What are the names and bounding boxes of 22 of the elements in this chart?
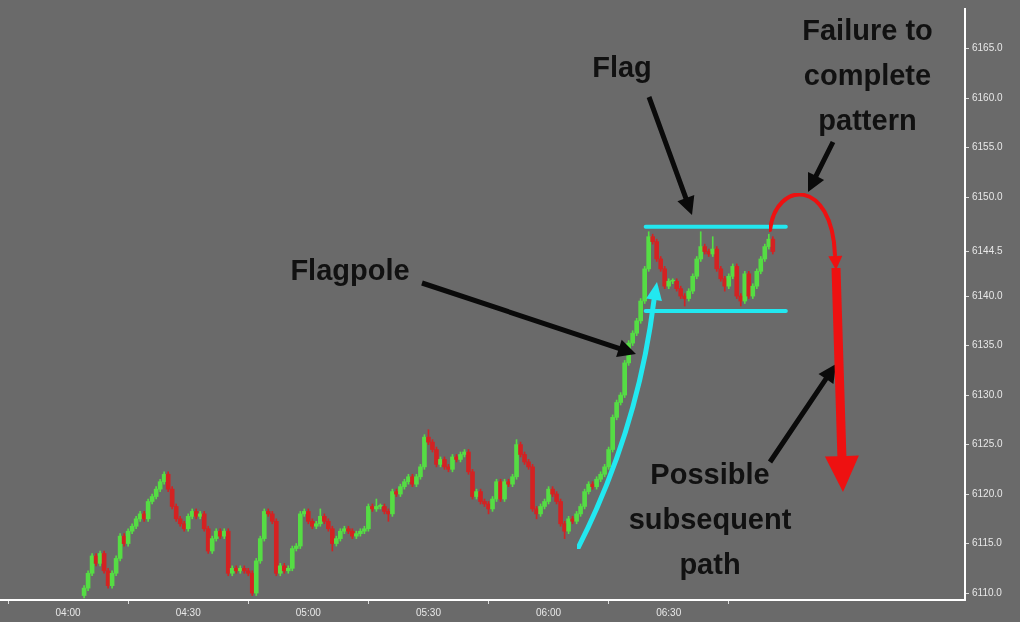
- y-tick-label: 6155.0: [972, 141, 1004, 153]
- x-tick-label: 05:00: [295, 606, 322, 618]
- y-tick-label: 6144.5: [972, 245, 1004, 257]
- x-tick-label: 04:00: [55, 606, 82, 618]
- y-tick-label: 6135.0: [972, 339, 1004, 351]
- y-tick-label: 6160.0: [972, 91, 1004, 103]
- y-tick-label: 6115.0: [972, 537, 1003, 549]
- annotation: Possible subsequent path: [627, 457, 793, 582]
- annotation: Flagpole: [289, 253, 411, 288]
- x-tick-label: 06:00: [536, 606, 562, 618]
- y-tick-label: 6165.0: [972, 42, 1004, 54]
- y-tick-label: 6120.0: [972, 487, 1004, 499]
- y-tick-label: 6110.0: [972, 586, 1003, 598]
- y-tick-label: 6125.0: [972, 438, 1004, 450]
- annotation: Flag: [591, 50, 653, 85]
- y-tick-label: 6130.0: [972, 388, 1004, 400]
- y-tick-label: 6150.0: [972, 190, 1004, 202]
- annotation: Failure to complete pattern: [801, 13, 934, 138]
- x-tick-label: 05:30: [415, 606, 442, 618]
- x-tick-label: 06:30: [656, 606, 682, 618]
- y-tick-label: 6140.0: [972, 289, 1004, 301]
- x-tick-label: 04:30: [175, 606, 202, 618]
